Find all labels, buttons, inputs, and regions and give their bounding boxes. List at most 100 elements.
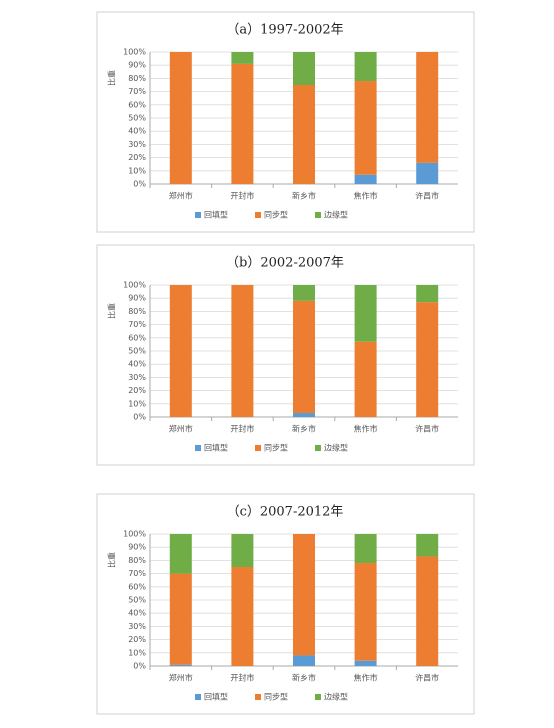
bar-segment (293, 655, 315, 666)
bar-segment (416, 285, 439, 303)
legend-swatch (255, 694, 261, 700)
bar-segment (354, 660, 377, 666)
x-tick-label: 开封市 (230, 191, 254, 201)
y-tick-label: 80% (128, 74, 146, 83)
y-tick-label: 70% (128, 87, 146, 96)
x-tick-label: 许昌市 (415, 191, 439, 201)
y-tick-label: 10% (128, 399, 146, 408)
bar-segment (231, 63, 254, 184)
y-tick-label: 90% (128, 294, 146, 303)
y-tick-label: 20% (128, 386, 146, 395)
y-tick-label: 30% (128, 373, 146, 382)
chart-frame (96, 244, 475, 466)
x-tick-label: 焦作市 (354, 191, 378, 201)
x-tick-label: 许昌市 (415, 424, 439, 434)
bar-segment (293, 52, 315, 85)
bar-segment (354, 563, 377, 661)
bar-segment (231, 285, 254, 417)
bar-segment (293, 85, 315, 184)
y-tick-label: 0% (133, 662, 146, 671)
bar-segment (293, 534, 315, 656)
y-tick-label: 50% (128, 596, 146, 605)
bar-segment (293, 413, 315, 417)
legend-label: 回填型 (204, 443, 228, 453)
y-tick-label: 80% (128, 556, 146, 565)
bar-segment (169, 52, 192, 184)
x-tick-label: 焦作市 (354, 673, 378, 683)
y-tick-label: 100% (123, 281, 146, 290)
x-tick-label: 新乡市 (292, 673, 316, 683)
y-tick-label: 70% (128, 320, 146, 329)
bar-segment (169, 573, 192, 665)
bar-segment (293, 300, 315, 414)
legend-label: 同步型 (264, 444, 288, 453)
legend-label: 边缘型 (324, 692, 348, 702)
y-tick-label: 40% (128, 609, 146, 618)
bar-segment (416, 162, 439, 184)
bar-segment (231, 52, 254, 64)
x-tick-label: 郑州市 (169, 191, 193, 201)
y-tick-label: 10% (128, 648, 146, 657)
y-tick-label: 100% (123, 530, 146, 539)
bar-segment (416, 556, 439, 666)
x-tick-label: 开封市 (230, 673, 254, 683)
bar-segment (169, 534, 192, 574)
legend-swatch (255, 445, 261, 451)
x-tick-label: 新乡市 (292, 191, 316, 201)
y-tick-label: 90% (128, 543, 146, 552)
bar-segment (354, 285, 377, 342)
legend-swatch (315, 212, 321, 218)
bar-segment (169, 285, 192, 417)
chart-frame (96, 493, 475, 715)
legend-label: 边缘型 (324, 210, 348, 220)
legend-swatch (315, 445, 321, 451)
x-tick-label: 焦作市 (354, 424, 378, 434)
x-tick-label: 郑州市 (169, 424, 193, 434)
y-tick-label: 0% (133, 180, 146, 189)
y-axis-label: 比重 (107, 303, 117, 319)
x-tick-label: 郑州市 (169, 673, 193, 683)
chart-title: （c）2007-2012年 (227, 505, 344, 520)
legend-swatch (195, 445, 201, 451)
y-tick-label: 30% (128, 140, 146, 149)
x-tick-label: 新乡市 (292, 424, 316, 434)
y-tick-label: 100% (123, 48, 146, 57)
bar-segment (354, 174, 377, 184)
chart-title: （b）2002-2007年 (226, 256, 344, 271)
x-tick-label: 开封市 (230, 424, 254, 434)
legend-label: 同步型 (264, 693, 288, 702)
y-tick-label: 70% (128, 569, 146, 578)
bar-segment (416, 302, 439, 417)
y-tick-label: 30% (128, 622, 146, 631)
legend-label: 回填型 (204, 210, 228, 220)
legend-swatch (195, 694, 201, 700)
y-axis-label: 比重 (107, 552, 117, 568)
y-tick-label: 50% (128, 114, 146, 123)
bar-segment (416, 534, 439, 557)
bar-segment (354, 534, 377, 564)
y-tick-label: 80% (128, 307, 146, 316)
legend-label: 回填型 (204, 692, 228, 702)
y-tick-label: 20% (128, 635, 146, 644)
chart-title: （a）1997-2002年 (226, 23, 343, 38)
bar-segment (231, 534, 254, 567)
legend-label: 同步型 (264, 211, 288, 220)
y-tick-label: 60% (128, 333, 146, 342)
chart-frame (96, 11, 475, 233)
y-tick-label: 90% (128, 61, 146, 70)
y-tick-label: 0% (133, 413, 146, 422)
bar-segment (169, 664, 192, 666)
legend-swatch (315, 694, 321, 700)
y-tick-label: 60% (128, 582, 146, 591)
y-tick-label: 50% (128, 347, 146, 356)
legend-swatch (255, 212, 261, 218)
bar-segment (231, 567, 254, 666)
y-tick-label: 60% (128, 100, 146, 109)
y-axis-label: 比重 (107, 70, 117, 86)
legend-swatch (195, 212, 201, 218)
legend-label: 边缘型 (324, 443, 348, 453)
